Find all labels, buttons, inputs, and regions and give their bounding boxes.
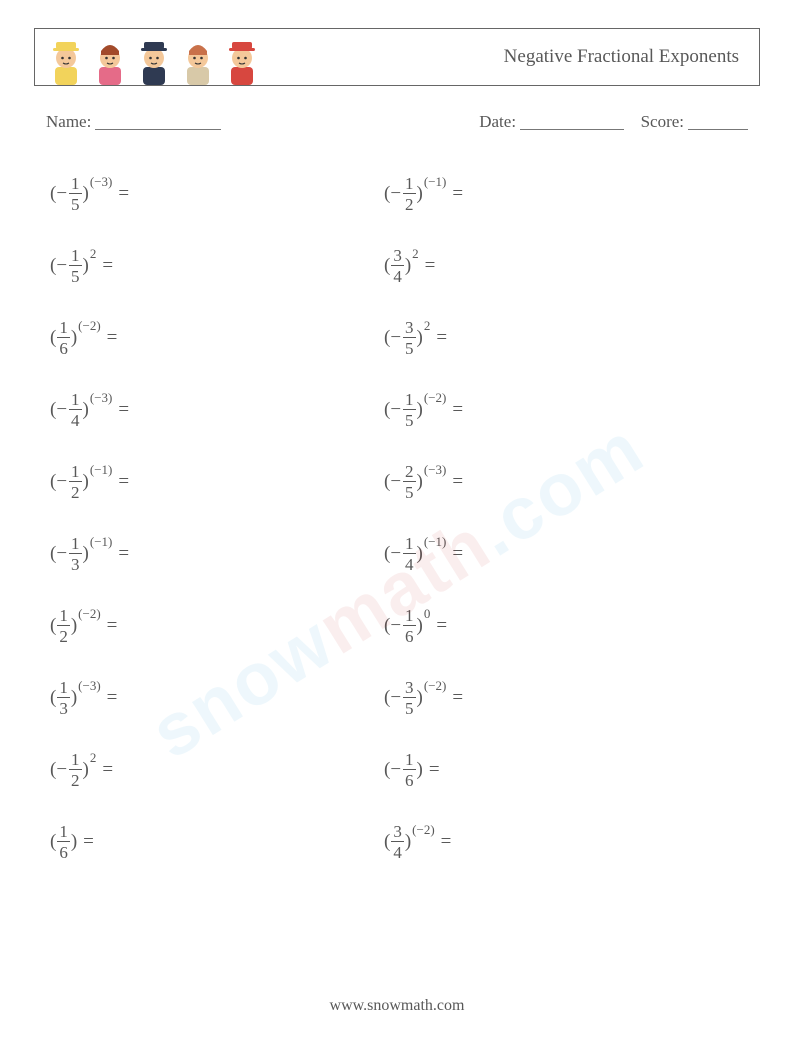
score-blank[interactable] — [688, 115, 748, 130]
problem: (−15)(−3)= — [50, 158, 384, 230]
problems-area: (−15)(−3)=(−15)2=(16)(−2)=(−14)(−3)=(−12… — [50, 158, 760, 878]
problem: (−15)(−2)= — [384, 374, 463, 446]
avatar-row — [49, 29, 259, 85]
problem: (−16)= — [384, 734, 463, 806]
problem: (−16)0= — [384, 590, 463, 662]
problems-col-left: (−15)(−3)=(−15)2=(16)(−2)=(−14)(−3)=(−12… — [50, 158, 384, 878]
worksheet-title: Negative Fractional Exponents — [504, 46, 745, 68]
problem: (−35)2= — [384, 302, 463, 374]
problems-col-right: (−12)(−1)=(34)2=(−35)2=(−15)(−2)=(−25)(−… — [384, 158, 463, 878]
person-pink-dress-icon — [93, 39, 127, 85]
score-label: Score: — [641, 112, 684, 132]
problem: (16)(−2)= — [50, 302, 384, 374]
problem: (12)(−2)= — [50, 590, 384, 662]
problem: (−13)(−1)= — [50, 518, 384, 590]
problem: (−15)2= — [50, 230, 384, 302]
person-red-hair-icon — [181, 39, 215, 85]
meta-row: Name: Date: Score: — [46, 112, 748, 132]
header-box: Negative Fractional Exponents — [34, 28, 760, 86]
problem: (34)2= — [384, 230, 463, 302]
problem: (−35)(−2)= — [384, 662, 463, 734]
problem: (−14)(−3)= — [50, 374, 384, 446]
problem: (16)= — [50, 806, 384, 878]
person-red-cap-icon — [225, 39, 259, 85]
problem: (−14)(−1)= — [384, 518, 463, 590]
problem: (−12)(−1)= — [50, 446, 384, 518]
worksheet-page: Negative Fractional Exponents Name: Date… — [0, 0, 794, 1053]
problem: (34)(−2)= — [384, 806, 463, 878]
date-blank[interactable] — [520, 115, 624, 130]
problem: (−12)(−1)= — [384, 158, 463, 230]
problem: (−12)2= — [50, 734, 384, 806]
person-yellow-hat-icon — [49, 39, 83, 85]
problem: (−25)(−3)= — [384, 446, 463, 518]
name-blank[interactable] — [95, 115, 221, 130]
footer-url: www.snowmath.com — [0, 997, 794, 1015]
meta-right: Date: Score: — [479, 112, 748, 132]
date-label: Date: — [479, 112, 516, 132]
name-label: Name: — [46, 112, 91, 132]
person-police-icon — [137, 39, 171, 85]
meta-left: Name: — [46, 112, 221, 132]
problem: (13)(−3)= — [50, 662, 384, 734]
